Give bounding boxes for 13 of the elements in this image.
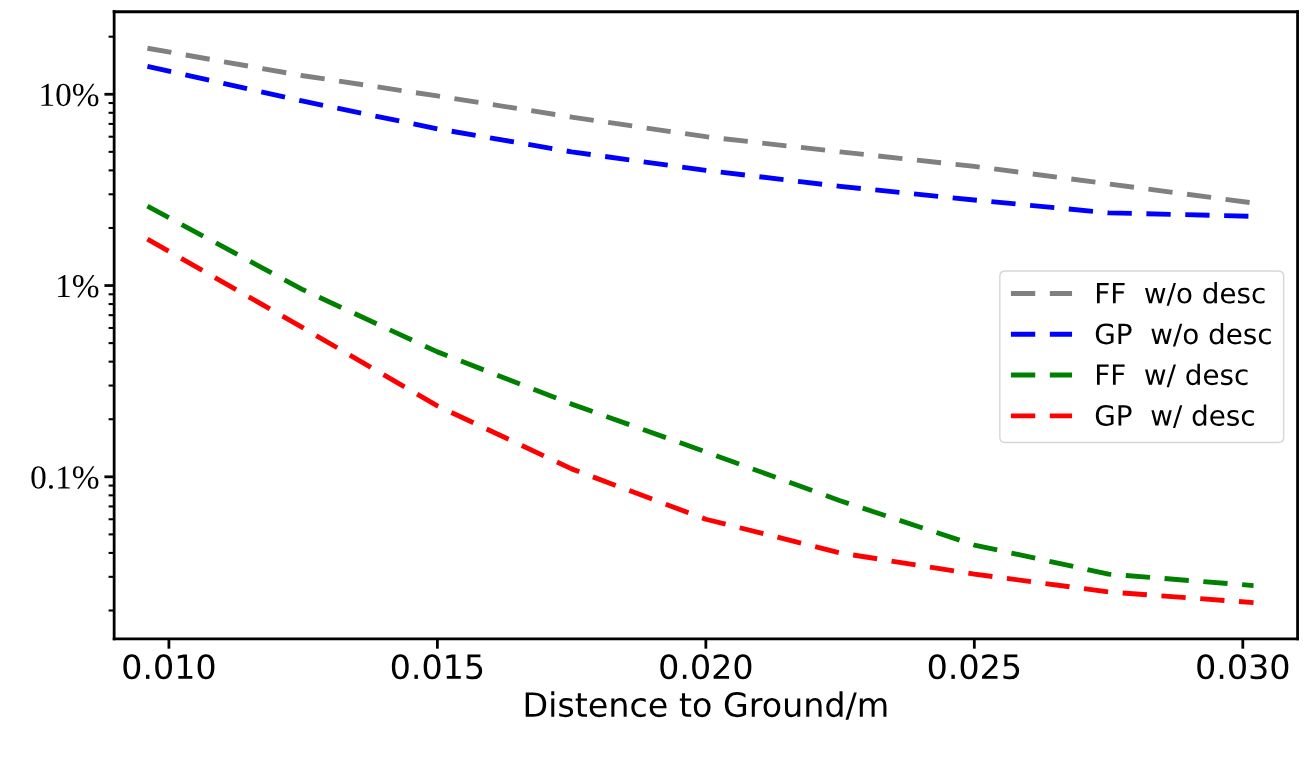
x-tick-label: 0.025 [928,654,1020,680]
legend-label: FF w/o desc [1097,282,1265,306]
legend-label: GP w/o desc [1095,322,1271,347]
y-tick-label: 10% [41,83,99,107]
y-tick-label: 0.1% [31,466,99,489]
legend-label: GP w/ desc [1095,404,1254,429]
x-tick-label: 0.010 [123,654,215,680]
x-tick-label: 0.015 [391,654,483,680]
x-tick-label: 0.030 [1197,654,1289,680]
y-tick-label: 1% [58,274,99,298]
x-tick-label: 0.020 [660,654,752,680]
legend-label: FF w/ desc [1097,363,1248,388]
x-axis-title: Distence to Ground/m [525,691,887,720]
